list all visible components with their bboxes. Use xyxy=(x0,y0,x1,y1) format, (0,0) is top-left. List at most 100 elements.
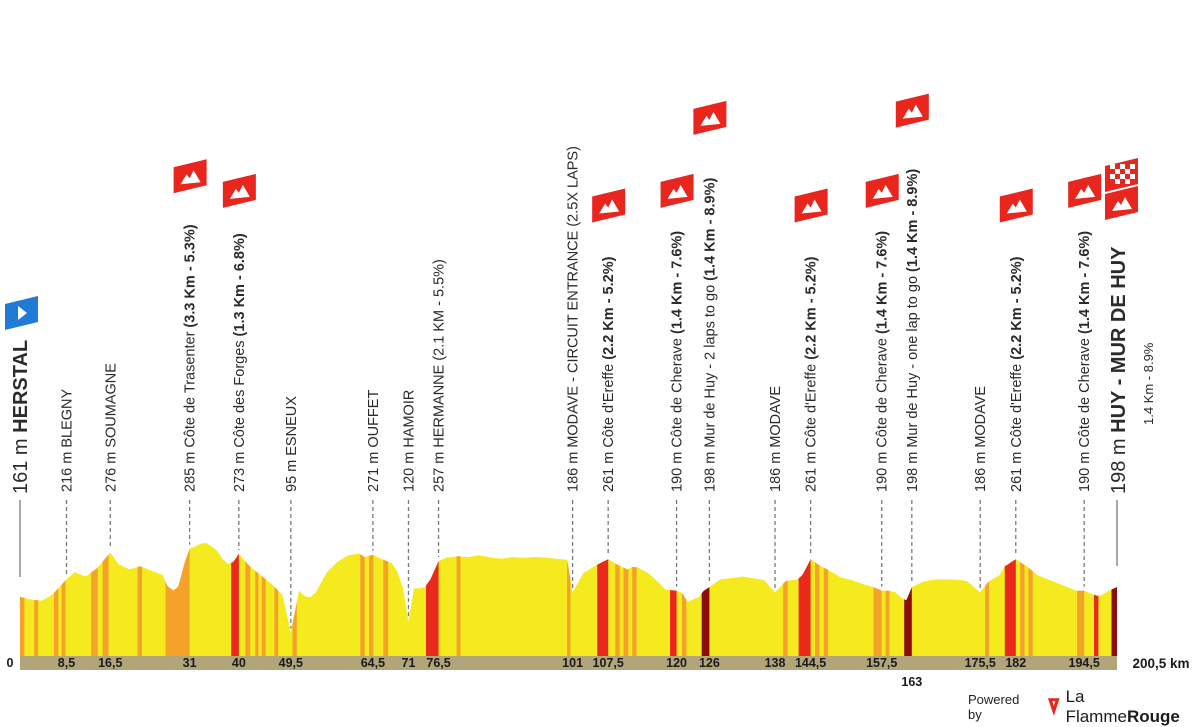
mountain-icon xyxy=(667,184,688,199)
km-tick-label: 194,5 xyxy=(1069,656,1100,670)
climb-flag-icon xyxy=(865,173,899,208)
gradient-segment xyxy=(873,587,882,657)
gradient-segment xyxy=(261,576,266,657)
gradient-segment xyxy=(783,580,788,657)
mountain-icon xyxy=(872,184,893,199)
finish-marker: 198 m HUY - MUR DE HUY 1.4 Km - 8.9% 200,5… xyxy=(1105,158,1190,671)
km-tick-label: 16,5 xyxy=(98,656,122,670)
flame-logo-icon xyxy=(1047,698,1060,716)
flag-body xyxy=(693,100,727,135)
checker-square xyxy=(1120,174,1125,179)
km-ticks: 8,5 16,5 31 40 49,5 64,5 71 76,5 101 107,5 120 126 1… xyxy=(58,656,1100,689)
start-label: 161 m HERSTAL xyxy=(10,340,32,494)
km-tick-label: 163 xyxy=(901,675,922,689)
gradient-segment xyxy=(137,566,142,657)
gradient-segment xyxy=(823,567,829,657)
start-elevation: 161 m xyxy=(10,433,32,494)
powered-by-badge[interactable]: Powered by La FlammeRouge xyxy=(968,687,1200,726)
gradient-segment xyxy=(615,563,620,657)
waypoint-label: 186 m MODAVE - CIRCUIT ENTRANCE (2.5X LA… xyxy=(566,146,582,492)
waypoint-label-text: 190 m Côte de Cherave xyxy=(670,334,686,492)
gradient-segment xyxy=(255,570,259,657)
waypoint-label: 216 m BLEGNY xyxy=(60,389,76,492)
checker-square xyxy=(1115,169,1120,174)
waypoint-label: 276 m SOUMAGNE xyxy=(103,363,119,492)
waypoint-label-text: 186 m MODAVE xyxy=(973,386,989,492)
waypoint-label: 261 m Côte d'Ereffe (2.2 Km - 5.2%) xyxy=(1009,256,1025,492)
checkered-flag-icon xyxy=(1105,158,1138,192)
waypoint-label-climb: (2.2 Km - 5.2%) xyxy=(804,256,820,359)
finish-elevation: 198 m xyxy=(1108,433,1130,494)
gradient-segment xyxy=(165,581,171,657)
climb-flag-icon xyxy=(222,173,256,208)
gradient-segment xyxy=(456,556,461,657)
gradient-segment xyxy=(274,586,279,657)
checker-square xyxy=(1125,169,1130,174)
waypoint-label-text: 273 m Côte des Forges xyxy=(232,336,248,492)
climb-flag-icon xyxy=(999,188,1033,223)
checker-square xyxy=(1125,179,1130,184)
start-marker: 161 m HERSTAL 0 xyxy=(5,296,38,670)
gradient-segment xyxy=(102,554,109,657)
checker-square xyxy=(1130,174,1135,179)
gradient-segment xyxy=(623,567,629,657)
km-tick-label: 64,5 xyxy=(361,656,385,670)
waypoint-label-text: 198 m Mur de Huy - one lap to go xyxy=(905,272,921,492)
finish-climb-info: 1.4 Km - 8.9% xyxy=(1141,342,1156,425)
climb-flag-icon xyxy=(173,159,207,194)
waypoint-label: 120 m HAMOIR xyxy=(401,390,417,492)
flag-body xyxy=(660,173,694,208)
waypoint-label-climb: (1.4 Km - 7.6%) xyxy=(875,231,891,334)
km-tick-label: 8,5 xyxy=(58,656,75,670)
mountain-icon xyxy=(229,184,250,199)
km-tick-label: 49,5 xyxy=(279,656,303,670)
waypoint-label-climb: (1.4 Km - 8.9%) xyxy=(702,178,718,281)
waypoint-label: 190 m Côte de Cherave (1.4 Km - 7.6%) xyxy=(1077,231,1093,492)
mountain-icon xyxy=(902,104,923,119)
mountain-icon xyxy=(700,111,721,126)
waypoint-labels: 216 m BLEGNY 276 m SOUMAGNE 285 m Côte de … xyxy=(60,146,1094,492)
gradient-segment xyxy=(426,561,439,657)
flag-body xyxy=(865,173,899,208)
checker-square xyxy=(1115,179,1120,184)
flag-body xyxy=(895,93,929,128)
gradient-segments xyxy=(20,548,1117,657)
mountain-icon xyxy=(1112,197,1132,211)
waypoint-label-text: 261 m Côte d'Ereffe xyxy=(1009,360,1025,492)
km-tick-label: 107,5 xyxy=(593,656,624,670)
waypoint-label-climb: (3.3 Km - 5.3%) xyxy=(183,224,199,327)
km-tick-label: 31 xyxy=(183,656,197,670)
finish-name: HUY - MUR DE HUY xyxy=(1108,246,1130,433)
waypoint-label: 95 m ESNEUX xyxy=(284,396,300,492)
gradient-segment xyxy=(1028,567,1033,657)
climb-flags xyxy=(173,93,1102,223)
km-tick-label: 157,5 xyxy=(866,656,897,670)
mountain-icon xyxy=(180,170,201,185)
km-tick-label: 126 xyxy=(699,656,720,670)
flag-body xyxy=(592,188,626,223)
gradient-segment xyxy=(245,561,251,657)
gradient-segment xyxy=(1111,587,1117,657)
gradient-segment xyxy=(798,559,811,657)
gradient-segment xyxy=(1004,559,1016,657)
waypoint-label-climb: (1.4 Km - 7.6%) xyxy=(1077,231,1093,334)
waypoint-label-text: 186 m MODAVE xyxy=(768,386,784,492)
ground-strip-bar xyxy=(20,656,1117,670)
waypoint-label: 190 m Côte de Cherave (1.4 Km - 7.6%) xyxy=(670,231,686,492)
waypoint-label-text: 216 m BLEGNY xyxy=(60,389,76,492)
waypoint-label: 261 m Côte d'Ereffe (2.2 Km - 5.2%) xyxy=(804,256,820,492)
start-name: HERSTAL xyxy=(10,340,32,433)
climb-flag-icon xyxy=(895,93,929,128)
waypoint-label: 198 m Mur de Huy - 2 laps to go (1.4 Km … xyxy=(702,178,718,492)
flag-body xyxy=(222,173,256,208)
km-tick-label: 71 xyxy=(402,656,416,670)
km-tick-label: 101 xyxy=(562,656,583,670)
waypoint-label: 257 m HERMANNE (2.1 KM - 5.5%) xyxy=(432,259,448,492)
waypoint-label: 198 m Mur de Huy - one lap to go (1.4 Km… xyxy=(905,169,921,492)
km-tick-label: 120 xyxy=(666,656,687,670)
flag-body xyxy=(794,188,828,223)
gradient-segment xyxy=(985,581,989,657)
checker-square xyxy=(1120,164,1125,169)
start-flag-icon xyxy=(5,296,38,330)
